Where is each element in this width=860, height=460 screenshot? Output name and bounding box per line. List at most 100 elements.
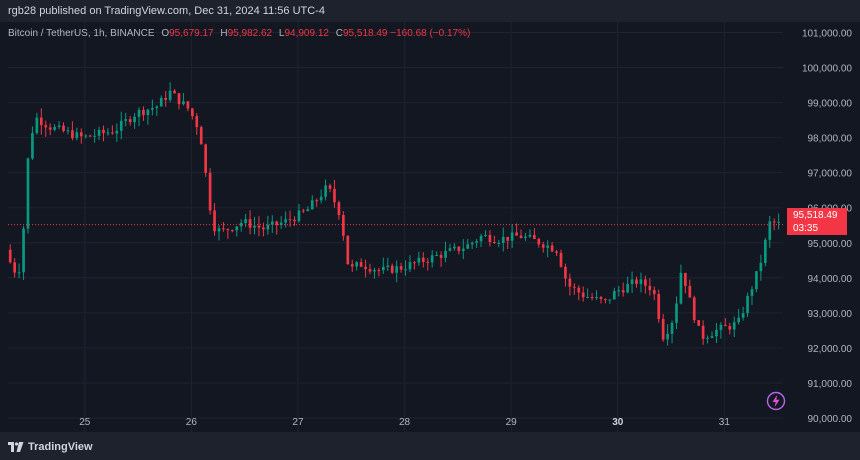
candle-body xyxy=(164,98,168,100)
candle-body xyxy=(22,228,25,273)
y-tick-label: 94,000.00 xyxy=(808,274,853,285)
candle-body xyxy=(230,230,234,232)
candle-body xyxy=(506,236,510,241)
candle-body xyxy=(559,252,563,267)
candle-body xyxy=(270,221,274,225)
candle-body xyxy=(13,262,16,273)
candle-body xyxy=(31,133,34,159)
candle-body xyxy=(772,221,776,223)
candle-body xyxy=(630,279,634,285)
candle-body xyxy=(537,238,541,245)
candle-body xyxy=(541,244,545,248)
candle-body xyxy=(604,298,607,300)
lightning-icon[interactable] xyxy=(766,391,786,411)
candle-body xyxy=(399,266,403,270)
bottom-bar xyxy=(0,432,860,460)
candle-body xyxy=(661,319,665,340)
y-tick-label: 90,000.00 xyxy=(808,414,853,425)
candle-body xyxy=(71,130,74,139)
candle-body xyxy=(195,116,199,128)
candle-body xyxy=(364,266,367,270)
low-value: 94,909.12 xyxy=(284,28,329,39)
candle-body xyxy=(310,200,314,210)
tradingview-logo[interactable]: TradingView xyxy=(8,441,93,453)
candle-body xyxy=(302,210,305,212)
candle-body xyxy=(746,295,749,314)
candle-body xyxy=(737,317,741,323)
candle-body xyxy=(288,219,292,221)
candle-body xyxy=(248,219,252,228)
candle-body xyxy=(199,127,203,145)
candle-body xyxy=(279,222,283,226)
candle-body xyxy=(692,297,696,321)
high-label: H xyxy=(220,28,228,39)
candle-body xyxy=(346,235,350,265)
open-value: 95,679.17 xyxy=(169,28,214,39)
candle-body xyxy=(768,221,772,240)
candle-body xyxy=(497,242,501,244)
candle-body xyxy=(612,291,616,300)
candle-body xyxy=(715,329,718,337)
candle-body xyxy=(253,225,256,228)
price-chart[interactable]: 101,000.00 100,000.00 99,000.00 98,000.00 97… xyxy=(0,0,860,432)
candle-body xyxy=(621,290,625,293)
candle-body xyxy=(146,109,150,116)
candle-body xyxy=(635,279,638,284)
candle-body xyxy=(417,257,421,263)
candle-body xyxy=(679,272,683,304)
candle-body xyxy=(426,261,430,263)
candle-body xyxy=(266,224,270,230)
candle-body xyxy=(275,221,279,226)
candle-body xyxy=(728,326,732,330)
candle-body xyxy=(586,297,589,299)
candle-body xyxy=(453,246,456,249)
candle-body xyxy=(413,262,416,264)
candle-body xyxy=(359,262,363,267)
x-tick-label: 29 xyxy=(506,417,518,428)
candle-body xyxy=(590,297,594,299)
candle-body xyxy=(66,130,70,132)
candle-body xyxy=(115,130,119,134)
candle-body xyxy=(342,215,345,236)
candle-body xyxy=(488,234,492,242)
candle-body xyxy=(155,106,159,109)
candle-body xyxy=(159,98,163,107)
candle-body xyxy=(466,244,470,249)
candle-body xyxy=(62,125,65,131)
candle-body xyxy=(697,320,701,326)
candle-body xyxy=(657,294,661,320)
change-value: −160.68 (−0.17%) xyxy=(390,28,471,39)
candle-body xyxy=(8,249,12,263)
candle-body xyxy=(119,120,123,131)
candle-body xyxy=(550,245,554,252)
tradingview-brand: TradingView xyxy=(28,441,93,453)
candle-body xyxy=(644,279,647,286)
candle-body xyxy=(648,285,652,291)
y-tick-label: 95,000.00 xyxy=(808,239,853,250)
candle-body xyxy=(626,284,629,293)
open-label: O xyxy=(161,28,170,39)
x-tick-label: 28 xyxy=(399,417,411,428)
candle-body xyxy=(182,101,185,105)
candle-body xyxy=(595,297,598,299)
candle-body xyxy=(350,264,354,267)
candle-body xyxy=(57,125,61,127)
x-tick-label: 27 xyxy=(292,417,304,428)
candle-body xyxy=(568,278,572,287)
publisher-text: rgb28 published on TradingView.com, Dec … xyxy=(8,5,325,17)
candle-body xyxy=(244,219,247,223)
candle-body xyxy=(262,227,265,230)
candle-body xyxy=(17,272,21,274)
candle-body xyxy=(217,228,221,232)
candle-body xyxy=(777,221,780,223)
candle-body xyxy=(111,132,114,134)
candle-body xyxy=(675,303,678,323)
candle-body xyxy=(93,135,96,137)
candle-body xyxy=(608,299,612,301)
candle-body xyxy=(333,188,336,203)
candle-body xyxy=(235,226,239,231)
candle-body xyxy=(44,125,48,128)
candle-body xyxy=(168,90,172,100)
candle-body xyxy=(461,248,465,252)
candle-body xyxy=(284,219,287,223)
